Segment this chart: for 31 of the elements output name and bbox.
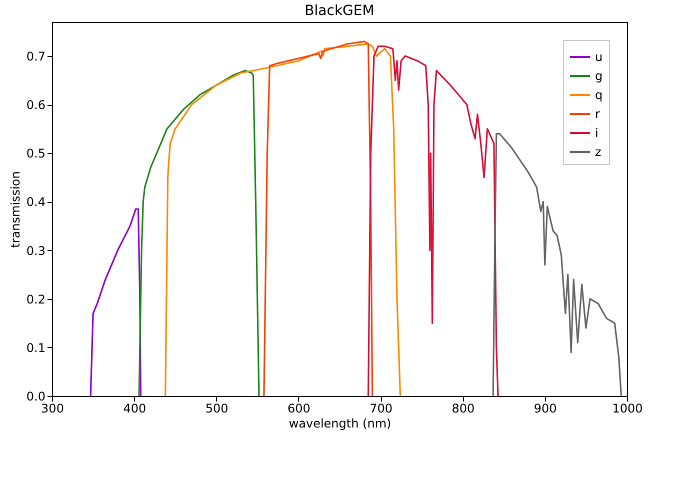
y-tick-label: 0.7 [26, 50, 46, 64]
legend-label: q [595, 88, 603, 102]
y-tick-label: 0.0 [26, 390, 46, 404]
line-series [90, 208, 142, 396]
x-tick-label: 800 [452, 402, 475, 416]
legend-label: r [595, 107, 600, 121]
line-series [492, 132, 622, 396]
x-tick-label: 500 [205, 402, 228, 416]
x-tick-label: 300 [41, 402, 64, 416]
chart-title: BlackGEM [304, 3, 374, 19]
y-tick-label: 0.4 [26, 195, 46, 210]
line-series [138, 70, 260, 396]
y-axis-title: transmission [8, 171, 22, 248]
y-tick-label: 0.3 [26, 244, 46, 258]
x-tick-label: 700 [370, 402, 393, 416]
legend-label: u [595, 50, 603, 64]
x-tick-label: 1000 [612, 402, 643, 416]
line-series [164, 43, 402, 396]
x-axis-title: wavelength (nm) [288, 416, 392, 430]
x-tick-label: 600 [287, 402, 310, 416]
legend-label: g [595, 69, 603, 83]
line-series [263, 40, 374, 396]
legend-label: i [595, 126, 598, 140]
y-tick-label: 0.6 [26, 98, 46, 112]
x-tick-label: 400 [123, 402, 146, 416]
y-tick-label: 0.5 [26, 146, 46, 161]
y-tick-label: 0.2 [26, 292, 46, 306]
legend-label: z [595, 145, 602, 159]
y-tick-label: 0.1 [26, 340, 46, 355]
x-tick-label: 900 [534, 402, 557, 416]
line-series [367, 45, 499, 396]
